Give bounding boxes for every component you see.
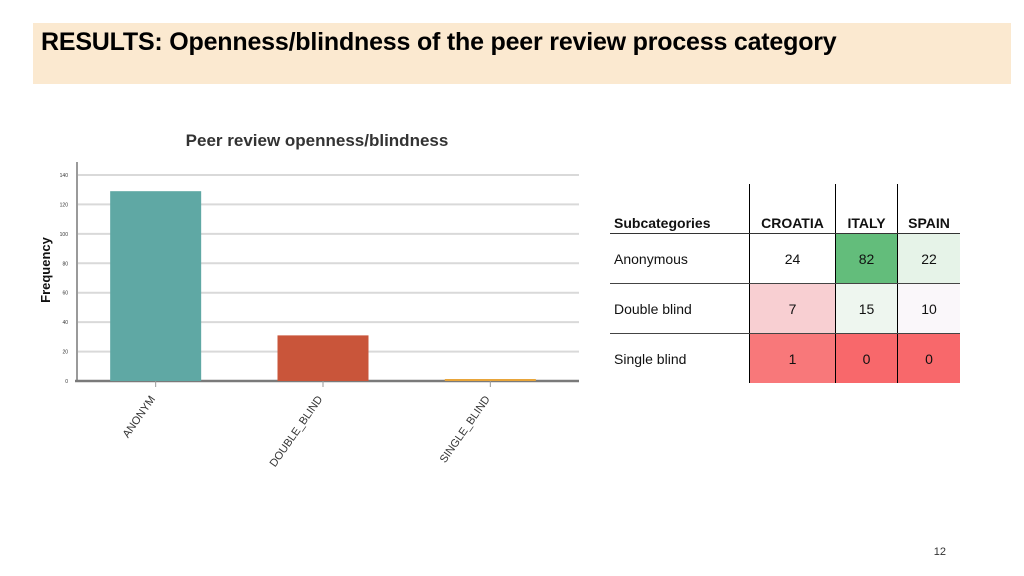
y-tick-label: 140 (60, 173, 69, 179)
table-row: Single blind 1 0 0 (610, 333, 960, 383)
table-cell: 7 (749, 283, 836, 334)
y-tick-label: 20 (62, 350, 68, 356)
table-cell: 24 (749, 233, 836, 284)
table-cell: 15 (835, 283, 898, 334)
table-row: Anonymous 24 82 22 (610, 233, 960, 284)
table-header-row: Subcategories CROATIA ITALY SPAIN (610, 184, 960, 234)
chart-title: Peer review openness/blindness (186, 131, 449, 150)
x-tick-label: SINGLE_BLIND (438, 394, 493, 466)
table-cell: 0 (835, 333, 898, 383)
y-tick-label: 100 (60, 232, 69, 238)
bar-double-blind (277, 335, 369, 381)
table-cell: 22 (897, 233, 960, 284)
table-header-cell: Subcategories (610, 184, 750, 234)
y-tick-label: 120 (60, 202, 69, 208)
table-cell: 10 (897, 283, 960, 334)
country-table: Subcategories CROATIA ITALY SPAIN Anonymous 2… (610, 184, 960, 383)
table-header-cell: ITALY (835, 184, 898, 234)
row-label: Anonymous (610, 233, 750, 284)
table-cell: 82 (835, 233, 898, 284)
row-label: Double blind (610, 283, 750, 334)
y-axis-label: Frequency (38, 236, 53, 303)
table-header-cell: CROATIA (749, 184, 836, 234)
y-tick-label: 80 (62, 261, 68, 267)
bar-single-blind (444, 379, 536, 381)
table-cell: 0 (897, 333, 960, 383)
x-tick-label: DOUBLE_BLIND (268, 394, 326, 470)
y-tick-label: 40 (62, 320, 68, 326)
table-header-cell: SPAIN (897, 184, 960, 234)
page-number: 12 (933, 546, 946, 558)
x-tick-label: ANONYM (121, 394, 159, 440)
y-tick-label: 60 (62, 291, 68, 297)
bar-anonym (110, 191, 202, 381)
title-bar: RESULTS: Openness/blindness of the peer … (33, 23, 1011, 84)
table-cell: 1 (749, 333, 836, 383)
y-tick-label: 0 (65, 379, 68, 385)
bar-chart: Peer review openness/blindness Frequency 0… (38, 131, 579, 470)
table-row: Double blind 7 15 10 (610, 283, 960, 334)
row-label: Single blind (614, 350, 687, 367)
slide-title: RESULTS: Openness/blindness of the peer … (41, 28, 837, 56)
